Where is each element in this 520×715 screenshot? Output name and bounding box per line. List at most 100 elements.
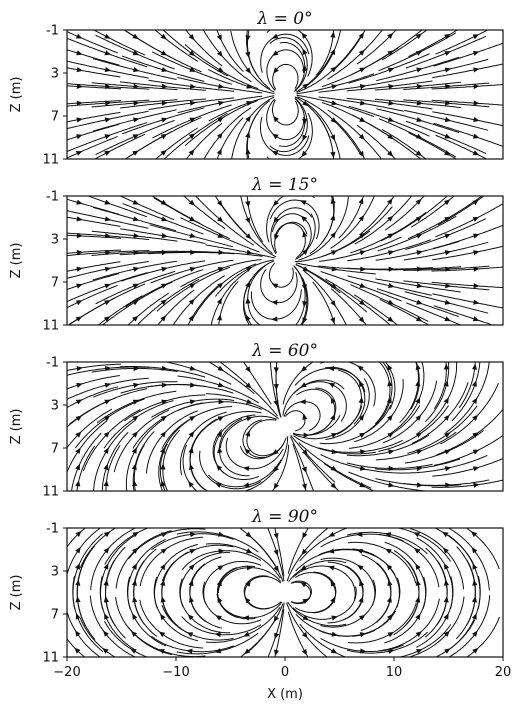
streamline-arrow — [359, 100, 367, 106]
streamline — [295, 213, 316, 260]
streamline-arrow — [75, 596, 81, 603]
streamline — [157, 289, 195, 325]
streamline — [465, 528, 500, 570]
streamline-arrow — [357, 365, 364, 372]
streamline — [433, 122, 503, 147]
streamline — [306, 30, 342, 87]
streamline-arrow — [300, 581, 307, 588]
streamline-arrow — [330, 214, 336, 221]
streamline — [269, 362, 281, 417]
y-tick-label: 7 — [51, 110, 59, 125]
streamline-arrow — [472, 216, 480, 222]
streamline-arrow — [387, 67, 395, 73]
streamline-arrow — [161, 67, 168, 72]
streamline — [76, 445, 96, 491]
streamline — [290, 580, 313, 604]
streamline — [67, 85, 122, 90]
streamline-arrow — [75, 480, 81, 487]
streamline-arrow — [443, 199, 451, 206]
streamline-arrow — [444, 133, 451, 139]
streamline-arrow — [189, 283, 196, 289]
streamline-arrow — [415, 596, 421, 603]
streamline-arrow — [472, 363, 478, 370]
y-tick-label: 11 — [42, 319, 59, 334]
streamline — [319, 404, 392, 445]
streamline-arrow — [473, 466, 480, 472]
streamline-arrow — [189, 117, 196, 123]
streamline — [266, 196, 315, 243]
streamline-arrow — [132, 547, 139, 554]
streamline — [67, 31, 118, 54]
streamline-arrow — [132, 399, 140, 405]
streamline — [384, 196, 425, 231]
streamline — [431, 281, 503, 289]
streamline — [285, 410, 306, 432]
streamline — [410, 196, 455, 228]
streamline-arrow — [186, 648, 193, 654]
streamline-arrow — [415, 198, 422, 205]
streamline-arrow — [76, 100, 83, 106]
streamline-arrow — [472, 150, 480, 156]
panel-title: λ = 15° — [251, 175, 318, 195]
streamline-arrow — [299, 399, 306, 405]
streamlines — [67, 528, 500, 657]
streamline-arrow — [302, 100, 309, 107]
streamline-arrow — [415, 631, 422, 638]
streamline — [312, 281, 336, 325]
streamline — [432, 457, 503, 477]
y-axis-label: Z (m) — [9, 409, 24, 445]
streamline-arrow — [160, 283, 168, 289]
streamline-arrow — [246, 83, 253, 89]
streamline-arrow — [188, 133, 196, 140]
streamline — [179, 578, 231, 634]
streamline — [320, 557, 376, 606]
streamline-arrow — [133, 67, 140, 73]
streamline-arrow — [104, 300, 111, 306]
streamline-arrow — [471, 596, 478, 603]
streamline-arrow — [443, 397, 449, 404]
streamline-arrow — [190, 532, 197, 538]
streamline — [92, 30, 146, 56]
streamline-arrow — [133, 365, 140, 372]
streamline-arrow — [358, 49, 365, 56]
streamline-arrow — [328, 382, 335, 388]
streamline-arrow — [189, 233, 197, 238]
streamline — [287, 528, 309, 574]
streamline-arrow — [471, 613, 477, 620]
streamline-arrow — [189, 399, 197, 405]
streamline-arrow — [104, 399, 111, 405]
x-tick-label: −10 — [162, 665, 189, 680]
streamline-arrow — [161, 532, 168, 538]
streamline-arrow — [245, 266, 253, 272]
streamline-arrow — [103, 447, 109, 454]
streamline-arrow — [416, 67, 423, 73]
streamline-arrow — [358, 197, 364, 205]
streamline — [354, 379, 404, 443]
streamline-arrow — [271, 283, 279, 289]
streamline-arrow — [132, 531, 139, 538]
streamline-arrow — [388, 449, 395, 455]
streamline-arrow — [443, 380, 449, 387]
streamline-arrow — [133, 117, 140, 123]
streamline-arrow — [76, 50, 83, 56]
streamline-arrow — [161, 266, 168, 272]
streamline-arrow — [160, 613, 166, 621]
streamline — [249, 603, 284, 652]
streamline-arrow — [133, 382, 140, 388]
streamline — [425, 547, 448, 626]
streamline-arrow — [358, 316, 365, 323]
streamline-arrow — [387, 364, 393, 371]
streamline-arrow — [246, 249, 253, 255]
streamline — [432, 245, 503, 261]
streamline-arrow — [444, 299, 452, 305]
streamline-arrow — [472, 233, 480, 239]
streamline — [231, 96, 275, 159]
streamline-arrow — [416, 117, 423, 122]
streamline — [290, 435, 336, 483]
streamline — [205, 606, 281, 643]
streamline-arrow — [473, 299, 480, 305]
streamline-arrow — [217, 382, 225, 388]
streamline-arrow — [415, 216, 423, 222]
streamline-arrow — [158, 649, 165, 654]
streamline-arrow — [415, 380, 421, 387]
